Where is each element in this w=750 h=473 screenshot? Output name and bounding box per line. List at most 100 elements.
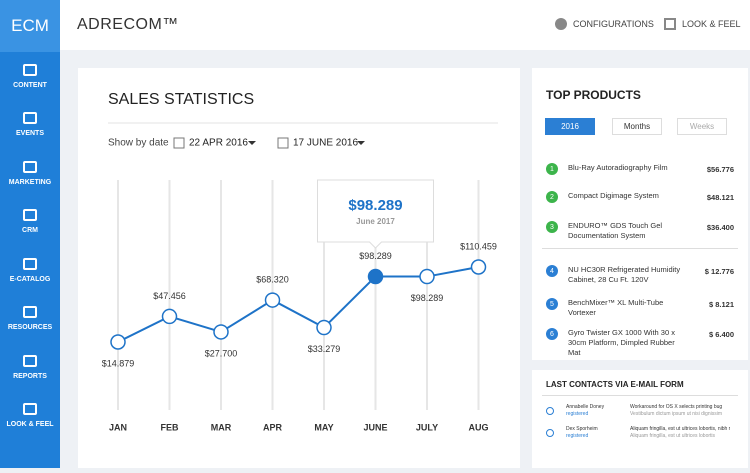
caret xyxy=(357,141,365,145)
value-label: $47.456 xyxy=(153,291,186,301)
nav-item[interactable]: EVENTS xyxy=(0,101,60,150)
filter[interactable]: Months xyxy=(612,118,662,135)
product-name: Gyro Twister GX 1000 With 30 x 30cm Plat… xyxy=(568,328,675,357)
product-item[interactable]: 1 Blu-Ray Autoradiography Film $56.776 xyxy=(532,163,748,185)
calendar-icon xyxy=(277,137,289,149)
price: $36.400 xyxy=(706,223,734,232)
icon xyxy=(23,63,37,76)
divider xyxy=(542,248,738,249)
x-tick-label: JULY xyxy=(416,422,438,432)
product-item[interactable]: 3 ENDURO™ GDS Touch Gel Documentation Sys… xyxy=(532,221,748,243)
contact-row[interactable]: Dex Sporheim registered Aliquam fringilla,… xyxy=(532,426,748,446)
rank: 6 xyxy=(546,328,558,340)
subject: Aliquam fringilla, est ut ultrices lobor… xyxy=(630,426,730,432)
look-feel[interactable]: LOOK & FEEL xyxy=(664,18,741,30)
configurations[interactable]: CONFIGURATIONS xyxy=(555,18,654,30)
x-tick-label: APR xyxy=(263,422,283,432)
rank: 4 xyxy=(546,265,558,277)
product-name: BenchMixer™ XL Multi-Tube Vortexer xyxy=(568,298,664,317)
tooltip-value: $98.289 xyxy=(348,197,402,214)
nav-item[interactable]: CRM xyxy=(0,198,60,247)
nav-item[interactable]: RESOURCES xyxy=(0,295,60,344)
label: CRM xyxy=(22,227,38,235)
point xyxy=(470,259,487,275)
value-label: $33.279 xyxy=(308,344,341,354)
product-name: Blu-Ray Autoradiography Film xyxy=(568,163,668,172)
x-tick-label: MAR xyxy=(211,422,232,432)
value-label: $98.289 xyxy=(411,293,444,303)
label: E-CATALOG xyxy=(9,275,51,283)
preview: Vestibulum dictum ipsum ut nisi dignissi… xyxy=(630,411,722,417)
product-item[interactable]: 2 Compact Digimage System $48.121 xyxy=(532,191,748,213)
x-tick-label: JAN xyxy=(109,422,127,432)
x-tick-label: FEB xyxy=(161,422,180,432)
product-item[interactable]: 5 BenchMixer™ XL Multi-Tube Vortexer $ 8.1… xyxy=(532,298,748,320)
date-to[interactable]: 17 JUNE 2016 xyxy=(293,138,358,149)
label: CONTENT xyxy=(13,81,47,89)
filter[interactable]: Weeks xyxy=(677,118,727,135)
icon xyxy=(23,354,37,367)
label: LOOK & FEEL xyxy=(6,421,54,429)
point xyxy=(367,268,384,285)
contacts: LAST CONTACTS VIA E-MAIL FORM Annabelle … xyxy=(532,370,748,468)
date-from[interactable]: 22 APR 2016 xyxy=(189,138,248,149)
tooltip xyxy=(317,179,434,249)
value-label: $98.289 xyxy=(359,251,392,261)
point xyxy=(264,292,281,308)
rank: 2 xyxy=(546,191,558,203)
price: $ 6.400 xyxy=(708,330,734,339)
contact-row[interactable]: Annabelle Doney registered Workaround for … xyxy=(532,404,748,424)
tooltip-date: June 2017 xyxy=(356,217,395,226)
product-name: NU HC30R Refrigerated Humidity Cabinet, … xyxy=(568,265,681,284)
logo[interactable]: ECM xyxy=(0,0,60,52)
icon xyxy=(23,403,37,416)
line xyxy=(117,266,479,343)
point xyxy=(110,334,126,350)
top-products: TOP PRODUCTS 2016 Months Weeks 1 Blu-Ray … xyxy=(532,68,748,360)
radio xyxy=(546,407,554,415)
brand: ADRECOM™ xyxy=(77,16,179,33)
nav-item[interactable]: REPORTS xyxy=(0,343,60,392)
show-by: Show by date xyxy=(108,138,169,149)
point xyxy=(316,319,332,336)
chart: SALES STATISTICS Show by date 22 APR 201… xyxy=(102,91,498,432)
sidebar: ECM CONTENT EVENTS MARKETING CRM E-CATALOG RE… xyxy=(0,0,60,468)
label: CONFIGURATIONS xyxy=(573,19,654,29)
sales-panel: SALES STATISTICS Show by date 22 APR 201… xyxy=(78,68,520,468)
header: ADRECOM™ CONFIGURATIONS LOOK & FEEL xyxy=(60,0,750,50)
icon xyxy=(23,257,37,270)
icon xyxy=(23,112,37,125)
label: MARKETING xyxy=(8,178,52,186)
icon xyxy=(23,209,37,222)
contact-name: Dex Sporheim xyxy=(566,426,598,432)
value-label: $14.879 xyxy=(102,358,135,368)
preview: Aliquam fringilla, est ut ultrices lobor… xyxy=(630,433,716,439)
status: registered xyxy=(566,411,589,417)
status: registered xyxy=(566,433,589,439)
title: LAST CONTACTS VIA E-MAIL FORM xyxy=(546,380,684,389)
nav-item[interactable]: CONTENT xyxy=(0,52,60,101)
label: LOOK & FEEL xyxy=(682,19,741,29)
product-name: ENDURO™ GDS Touch Gel Documentation Syst… xyxy=(568,221,663,240)
x-tick-label: MAY xyxy=(314,422,333,432)
nav-item[interactable]: MARKETING xyxy=(0,149,60,198)
x-tick-label: JUNE xyxy=(363,422,387,432)
value-label: $110.459 xyxy=(460,241,497,251)
filter[interactable]: 2016 xyxy=(545,118,595,135)
nav-item[interactable]: LOOK & FEEL xyxy=(0,392,60,441)
price: $ 12.776 xyxy=(704,267,734,276)
contact-name: Annabelle Doney xyxy=(566,404,605,410)
divider xyxy=(542,395,738,396)
product-item[interactable]: 4 NU HC30R Refrigerated Humidity Cabinet,… xyxy=(532,265,748,287)
icon xyxy=(23,306,37,319)
icon xyxy=(23,160,37,173)
title: SALES STATISTICS xyxy=(108,91,254,108)
point xyxy=(161,308,178,325)
product-item[interactable]: 6 Gyro Twister GX 1000 With 30 x 30cm Pla… xyxy=(532,328,748,357)
price: $56.776 xyxy=(706,165,734,174)
nav-item[interactable]: E-CATALOG xyxy=(0,246,60,295)
label: REPORTS xyxy=(13,372,47,380)
value-label: $27.700 xyxy=(205,348,238,358)
title: TOP PRODUCTS xyxy=(546,88,641,102)
